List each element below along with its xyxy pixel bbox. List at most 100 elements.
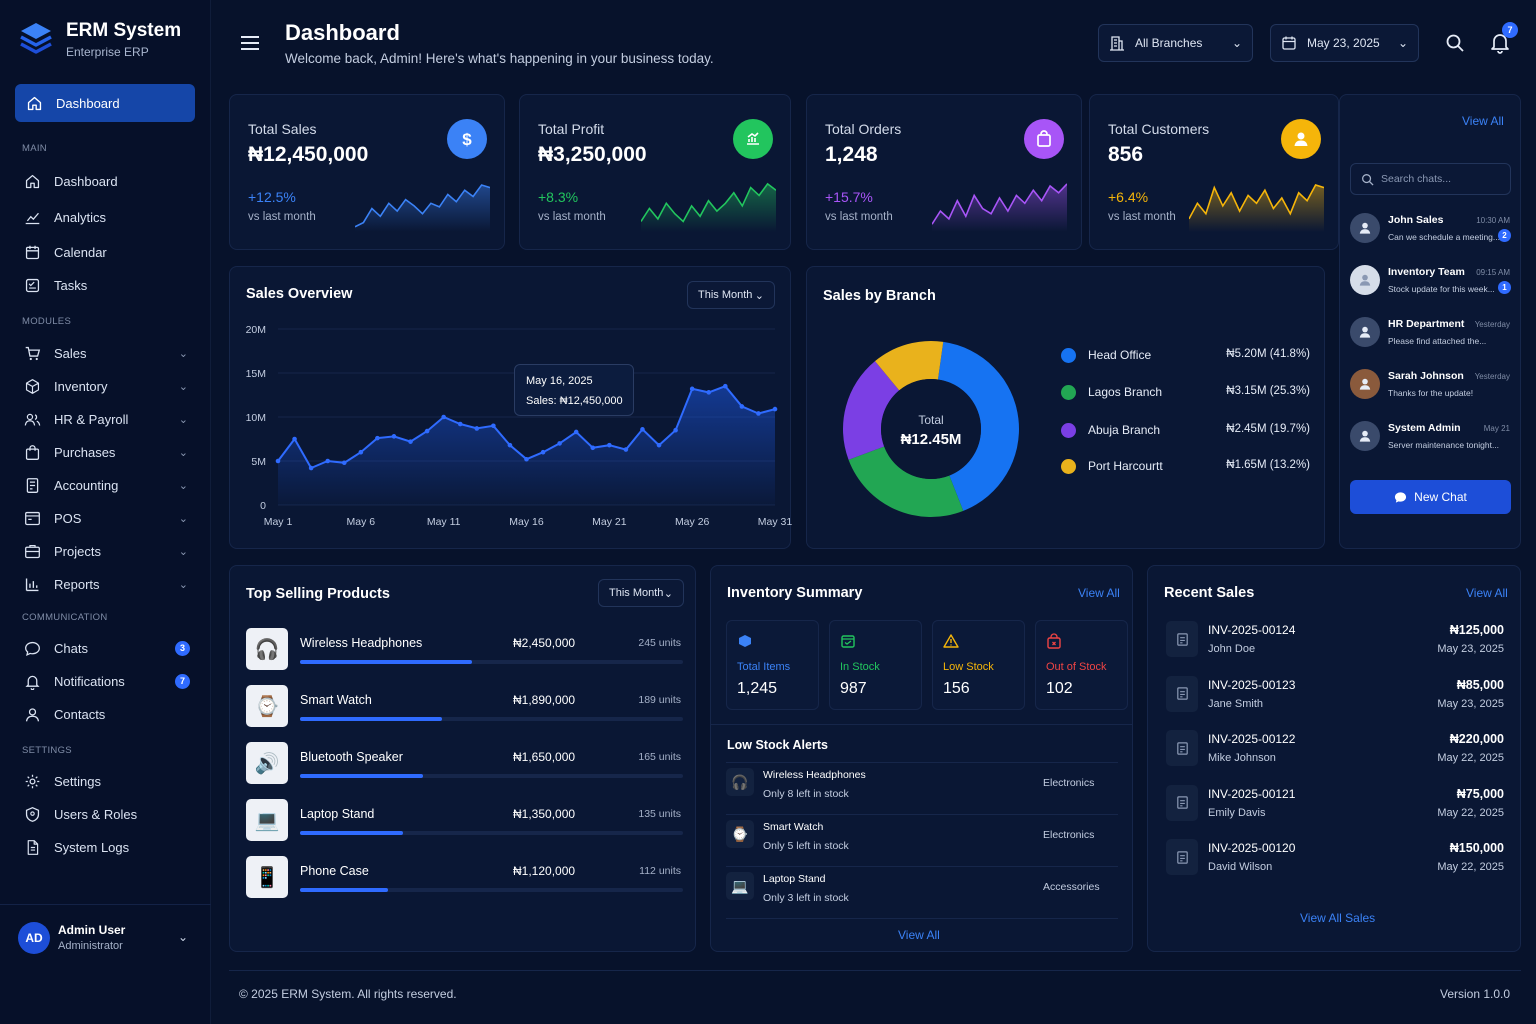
sales-point[interactable] (706, 390, 712, 395)
sidebar-item-dashboard[interactable]: Dashboard (24, 169, 194, 193)
date-select[interactable]: May 23, 2025 ⌄ (1270, 24, 1419, 62)
sales-point[interactable] (590, 445, 596, 451)
product-thumbnail-icon[interactable]: 🎧 (246, 628, 288, 670)
sidebar-item-dashboard-top[interactable]: Dashboard (26, 91, 196, 115)
sales-point[interactable] (308, 465, 314, 471)
invoice-number[interactable]: INV-2025-00123 (1208, 677, 1296, 692)
sales-point[interactable] (673, 427, 678, 433)
search-icon[interactable] (1445, 33, 1465, 53)
chat-avatar[interactable] (1350, 317, 1380, 347)
chat-avatar[interactable] (1350, 369, 1380, 399)
chat-name[interactable]: Inventory Team (1388, 266, 1465, 278)
user-menu-chevron-icon[interactable]: ⌄ (178, 930, 189, 944)
inventory-view-all-link[interactable]: View All (1078, 586, 1120, 600)
sales-point[interactable] (424, 428, 430, 434)
sales-point[interactable] (573, 429, 579, 435)
view-all-sales-link[interactable]: View All Sales (1300, 911, 1376, 925)
sidebar-item-purchases[interactable]: Purchases ⌄ (24, 440, 194, 464)
sales-point[interactable] (607, 442, 612, 448)
bell-icon[interactable] (1490, 32, 1510, 54)
chats-view-all-link[interactable]: View All (1462, 114, 1504, 128)
product-name[interactable]: Phone Case (300, 864, 369, 878)
sidebar-item-chats[interactable]: Chats 3 (24, 636, 194, 660)
sidebar-item-contacts[interactable]: Contacts (24, 702, 194, 726)
product-name[interactable]: Laptop Stand (300, 807, 375, 821)
sidebar-item-notifications[interactable]: Notifications 7 (24, 669, 194, 693)
sidebar-item-hr-payroll[interactable]: HR & Payroll ⌄ (24, 407, 194, 431)
chat-avatar[interactable] (1350, 213, 1380, 243)
product-thumbnail-icon[interactable]: ⌚ (246, 685, 288, 727)
product-thumbnail-icon[interactable]: 📱 (246, 856, 288, 898)
inventory-tile-low-stock[interactable]: Low Stock 156 (932, 620, 1025, 710)
avatar[interactable]: AD (18, 922, 50, 954)
sidebar-item-users-roles[interactable]: Users & Roles (24, 802, 194, 826)
sales-point[interactable] (358, 449, 364, 455)
sidebar-item-tasks[interactable]: Tasks (24, 273, 194, 297)
sales-point[interactable] (772, 406, 778, 412)
chat-name[interactable]: John Sales (1388, 214, 1444, 226)
sidebar-item-accounting[interactable]: Accounting ⌄ (24, 473, 194, 497)
donut-slice-lagos-branch[interactable] (848, 446, 964, 517)
sales-point[interactable] (723, 383, 728, 389)
inventory-footer-link[interactable]: View All (898, 928, 940, 942)
sales-point[interactable] (756, 411, 761, 416)
chat-name[interactable]: HR Department (1388, 318, 1465, 330)
inventory-tile-out-of-stock[interactable]: Out of Stock 102 (1035, 620, 1128, 710)
sidebar-item-reports[interactable]: Reports ⌄ (24, 572, 194, 596)
menu-icon[interactable] (240, 34, 260, 52)
inventory-tile-in-stock[interactable]: In Stock 987 (829, 620, 922, 710)
sales-point[interactable] (441, 414, 446, 420)
sidebar-item-projects[interactable]: Projects ⌄ (24, 539, 194, 563)
sales-point[interactable] (524, 456, 529, 462)
sidebar-item-calendar[interactable]: Calendar (24, 240, 194, 264)
sales-point[interactable] (689, 386, 695, 392)
sales-point[interactable] (341, 460, 347, 466)
chat-search-field[interactable]: Search chats... (1350, 163, 1511, 195)
sales-point[interactable] (557, 441, 562, 446)
chat-name[interactable]: Sarah Johnson (1388, 370, 1464, 382)
sales-point[interactable] (408, 439, 413, 444)
sales-point[interactable] (391, 434, 397, 439)
sales-period-select[interactable]: This Month ⌄ (687, 281, 775, 309)
sales-point[interactable] (292, 436, 297, 442)
sidebar-item-inventory[interactable]: Inventory ⌄ (24, 374, 194, 398)
sidebar-item-sales[interactable]: Sales ⌄ (24, 341, 194, 365)
chat-avatar[interactable] (1350, 265, 1380, 295)
sidebar-item-system-logs[interactable]: System Logs (24, 835, 194, 859)
product-name[interactable]: Smart Watch (300, 693, 372, 707)
product-name[interactable]: Wireless Headphones (300, 636, 423, 650)
invoice-number[interactable]: INV-2025-00122 (1208, 732, 1296, 746)
invoice-number[interactable]: INV-2025-00120 (1208, 841, 1296, 855)
product-thumbnail-icon[interactable]: 🔊 (246, 742, 288, 784)
sales-point[interactable] (375, 435, 380, 441)
alert-product-name[interactable]: Wireless Headphones (763, 769, 866, 781)
recent-sales-view-all-link[interactable]: View All (1466, 586, 1508, 600)
chat-name[interactable]: System Admin (1388, 422, 1461, 434)
alert-product-name[interactable]: Laptop Stand (763, 873, 826, 885)
sales-point[interactable] (474, 426, 480, 431)
alert-product-name[interactable]: Smart Watch (763, 821, 824, 833)
products-period-select[interactable]: This Month ⌄ (598, 579, 684, 607)
sales-point[interactable] (640, 427, 645, 432)
donut-slice-head-office[interactable] (937, 341, 1019, 511)
inventory-tile-total-items[interactable]: Total Items 1,245 (726, 620, 819, 710)
chat-avatar[interactable] (1350, 421, 1380, 451)
invoice-number[interactable]: INV-2025-00121 (1208, 786, 1296, 801)
branch-select[interactable]: All Branches ⌄ (1098, 24, 1253, 62)
sales-point[interactable] (325, 458, 330, 464)
new-chat-button[interactable]: New Chat (1350, 480, 1511, 514)
sidebar-item-analytics[interactable]: Analytics (24, 205, 194, 229)
sales-point[interactable] (507, 442, 513, 448)
product-thumbnail-icon[interactable]: 💻 (246, 799, 288, 841)
sales-point[interactable] (739, 404, 745, 409)
sales-point[interactable] (623, 447, 629, 452)
sales-point[interactable] (457, 421, 463, 427)
sales-point[interactable] (491, 423, 496, 429)
product-name[interactable]: Bluetooth Speaker (300, 750, 403, 764)
sales-point[interactable] (275, 458, 281, 464)
donut-slice-abuja-branch[interactable] (843, 361, 900, 460)
sidebar-item-settings[interactable]: Settings (24, 769, 194, 793)
invoice-number[interactable]: INV-2025-00124 (1208, 623, 1296, 637)
donut-slice-port-harcourtt[interactable] (875, 341, 944, 391)
sales-point[interactable] (656, 442, 662, 448)
